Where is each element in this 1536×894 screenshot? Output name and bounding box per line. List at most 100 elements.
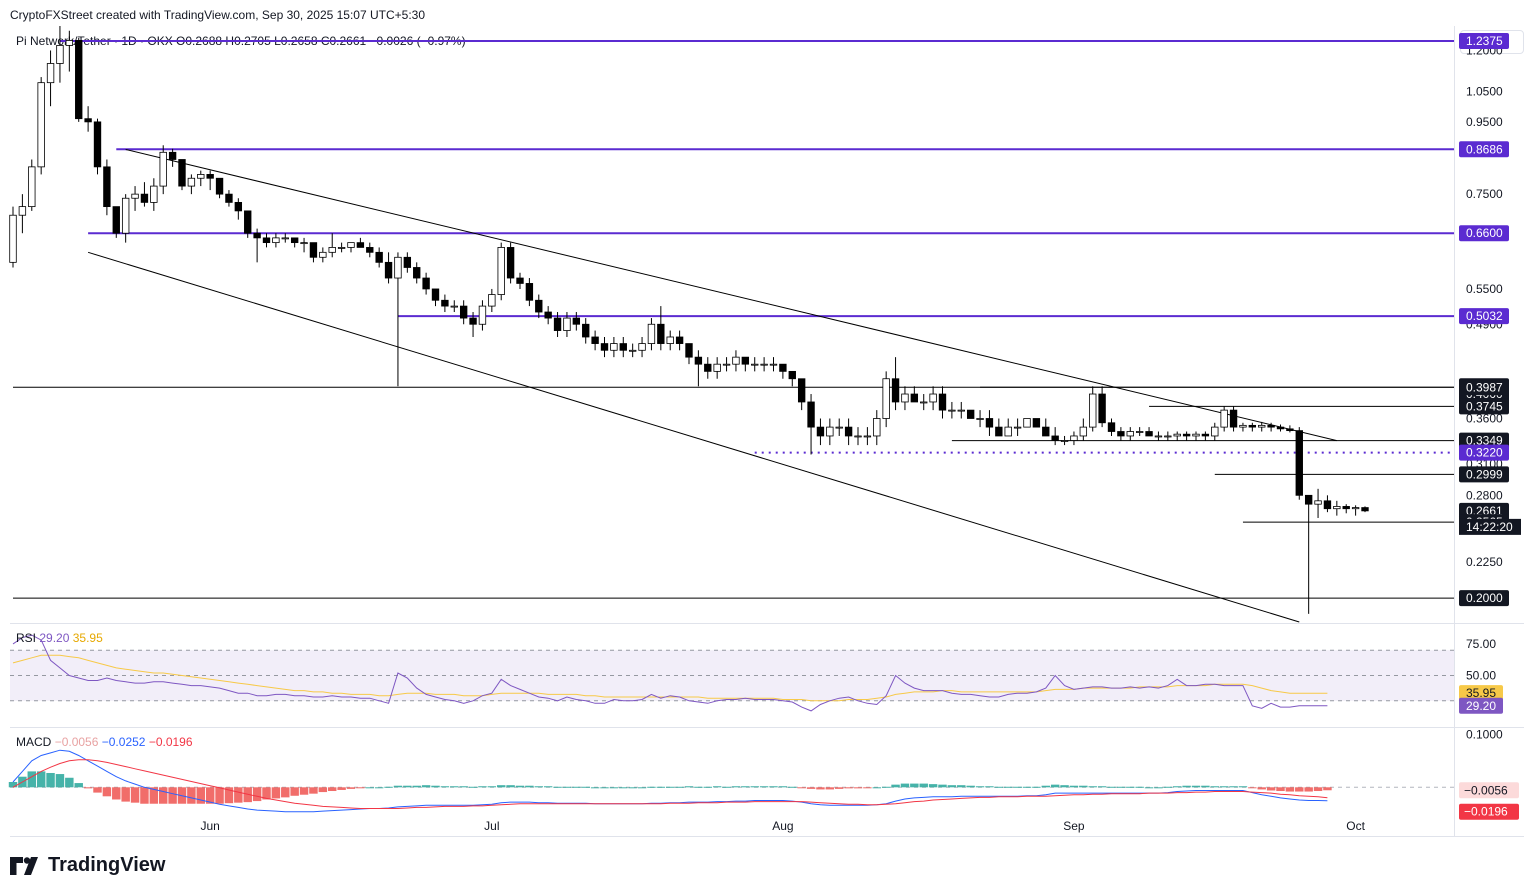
macd-histogram-bar — [1163, 786, 1173, 788]
macd-line-legend-value: −0.0252 — [101, 735, 146, 749]
price-tag: 0.3987 — [1459, 379, 1509, 396]
price-tag: 0.5032 — [1459, 308, 1509, 325]
candle-body — [1314, 500, 1322, 505]
macd-histogram-bar — [731, 786, 741, 788]
macd-histogram-bar — [290, 787, 299, 796]
candle-body — [159, 151, 167, 187]
macd-histogram-bar — [243, 787, 252, 803]
candle-body — [516, 277, 524, 284]
candle-body — [103, 166, 111, 208]
macd-histogram-bar — [1266, 787, 1276, 791]
candle-body — [966, 409, 975, 419]
candle-body — [732, 356, 740, 365]
price-tag-label: 0.3745 — [1466, 399, 1503, 413]
macd-histogram-bar — [374, 787, 384, 789]
macd-histogram-bar — [1032, 786, 1041, 788]
macd-histogram-bar — [722, 786, 731, 788]
candle-body — [37, 82, 45, 168]
macd-histogram-bar — [759, 786, 769, 788]
macd-histogram-bar — [985, 786, 994, 788]
chart-credit: CryptoFXStreet created with TradingView.… — [10, 8, 426, 22]
macd-histogram-bar — [421, 785, 431, 788]
rsi-ma-legend-value: 35.95 — [72, 631, 103, 645]
macd-histogram-bar — [1238, 786, 1248, 788]
price-tag-label: 0.2999 — [1466, 467, 1503, 481]
candle-body — [553, 317, 562, 331]
macd-histogram-bar — [102, 787, 112, 797]
candle-body — [1267, 424, 1275, 428]
macd-histogram-bar — [1295, 787, 1304, 792]
macd-histogram-bar — [1079, 785, 1088, 788]
macd-histogram-bar — [910, 783, 919, 788]
price-tag-background — [1459, 590, 1509, 607]
macd-histogram-bar — [712, 786, 722, 788]
candle-body — [347, 242, 355, 248]
macd-histogram-bar — [384, 786, 393, 788]
macd-histogram-bar — [600, 787, 609, 789]
rsi-value-tag-label: 35.95 — [1466, 686, 1496, 700]
candle-body — [1220, 409, 1228, 428]
candle-body — [9, 214, 17, 263]
macd-histogram-bar — [675, 786, 684, 788]
pane-divider-macd[interactable] — [10, 727, 1524, 728]
candle-body — [525, 283, 534, 301]
macd-line — [12, 749, 1328, 813]
candle-body — [56, 45, 64, 64]
macd-histogram-bar — [1285, 787, 1295, 792]
candle-body — [844, 426, 853, 437]
macd-histogram-bar — [196, 787, 206, 804]
price-tag-label: 0.3987 — [1466, 380, 1503, 394]
macd-histogram-bar — [496, 785, 506, 788]
macd-histogram-bar — [1097, 786, 1107, 788]
macd-histogram-bar — [834, 787, 844, 789]
macd-value-tag-background — [1459, 803, 1519, 820]
macd-histogram-bar — [252, 787, 262, 802]
macd-histogram-bar — [797, 787, 806, 789]
price-tag-background — [1459, 33, 1509, 50]
candle-body — [413, 267, 421, 279]
macd-histogram-bar — [168, 787, 177, 804]
candle-body — [1173, 433, 1181, 437]
candle-body — [591, 336, 599, 344]
countdown-background — [1459, 518, 1521, 535]
price-tag-background — [1459, 308, 1509, 325]
macd-histogram-bar — [947, 785, 957, 788]
candle-body — [1295, 430, 1303, 496]
price-tag: 0.3745 — [1459, 398, 1509, 415]
macd-histogram-bar — [1257, 787, 1266, 790]
candle-body — [75, 40, 83, 120]
candle-body — [244, 210, 252, 234]
macd-histogram-bar — [750, 786, 759, 788]
candle-body — [300, 242, 308, 245]
candle-body — [225, 193, 233, 203]
candle-body — [920, 401, 928, 404]
candle-body — [675, 336, 684, 344]
candle-body — [1351, 507, 1360, 510]
candle-body — [1070, 435, 1078, 441]
candle-body — [1135, 431, 1144, 433]
price-tag: 1.2375 — [1459, 33, 1509, 50]
candle-body — [1089, 393, 1097, 428]
tradingview-brand[interactable]: TradingView — [10, 854, 165, 877]
price-axis-tick-label: 1.0500 — [1466, 84, 1503, 98]
rsi-legend[interactable]: RSI 29.20 35.95 — [16, 631, 103, 645]
candle-body — [1079, 426, 1088, 437]
candle-body — [356, 242, 365, 248]
macd-histogram-bar — [112, 787, 121, 800]
macd-signal-line — [12, 759, 1328, 809]
x-axis-month-label: Aug — [772, 819, 793, 833]
rsi-axis-tick-label: 50.00 — [1466, 669, 1496, 683]
macd-histogram-bar — [271, 787, 281, 799]
macd-legend[interactable]: MACD −0.0056 −0.0252 −0.0196 — [16, 735, 193, 749]
macd-histogram-bar — [356, 787, 365, 789]
tradingview-logo-icon — [10, 856, 38, 875]
candle-body — [1164, 435, 1172, 438]
candle-body — [995, 426, 1003, 437]
price-tag-label: 0.6600 — [1466, 226, 1503, 240]
candle-body — [1032, 418, 1041, 428]
candle-body — [93, 121, 102, 168]
price-tag-background — [1459, 398, 1509, 415]
candle-body — [582, 323, 590, 338]
pane-divider-rsi[interactable] — [10, 623, 1524, 624]
